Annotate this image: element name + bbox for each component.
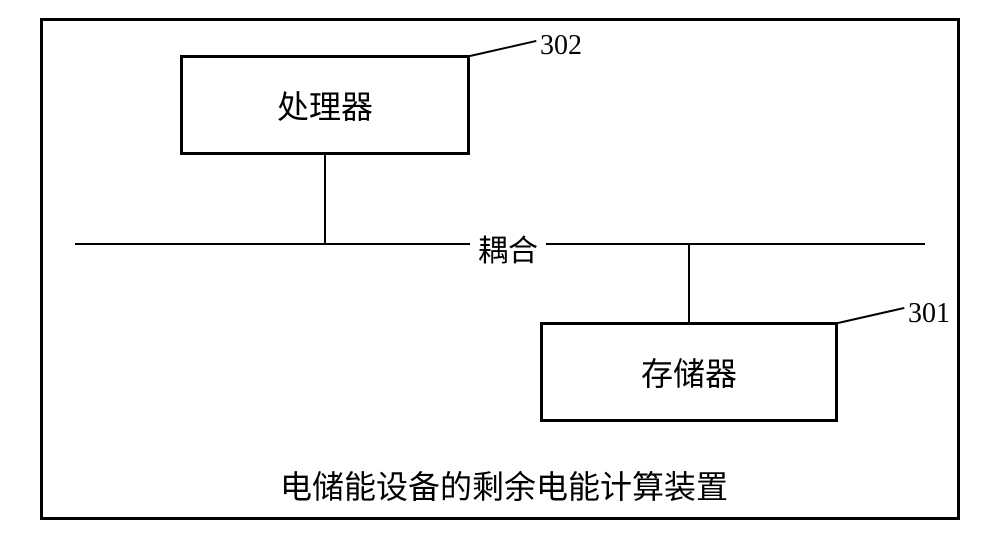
- processor-box: 处理器: [180, 55, 470, 155]
- memory-box: 存储器: [540, 322, 838, 422]
- diagram-caption: 电储能设备的剩余电能计算装置: [280, 462, 728, 508]
- processor-label: 处理器: [277, 82, 373, 128]
- processor-connector: [324, 155, 326, 244]
- memory-label: 存储器: [641, 349, 737, 395]
- processor-annotation: 302: [540, 30, 582, 62]
- bus-label: 耦合: [470, 226, 546, 270]
- memory-connector: [688, 244, 690, 322]
- memory-annotation: 301: [908, 298, 950, 330]
